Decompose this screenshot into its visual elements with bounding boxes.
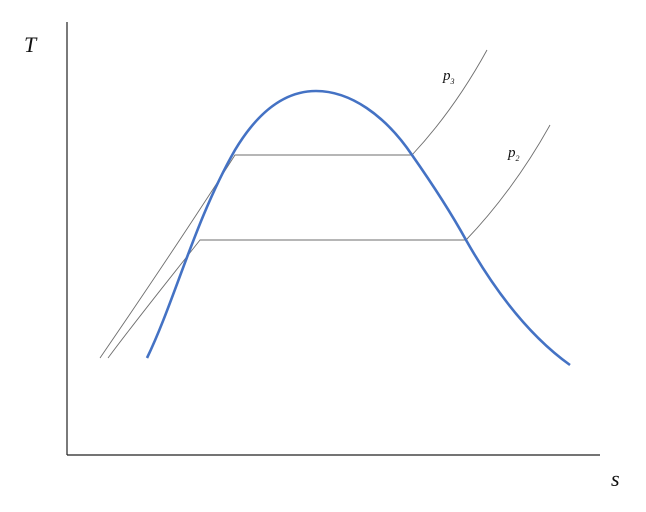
y-axis-label: T bbox=[24, 32, 38, 57]
isobar-p2-label: p2 bbox=[507, 145, 520, 163]
saturation-dome bbox=[145, 89, 571, 367]
isobar-p3-label: p3 bbox=[442, 68, 455, 86]
isobar-p2 bbox=[107, 124, 551, 359]
isobar-p3 bbox=[99, 49, 488, 359]
x-axis-label: s bbox=[611, 466, 620, 491]
